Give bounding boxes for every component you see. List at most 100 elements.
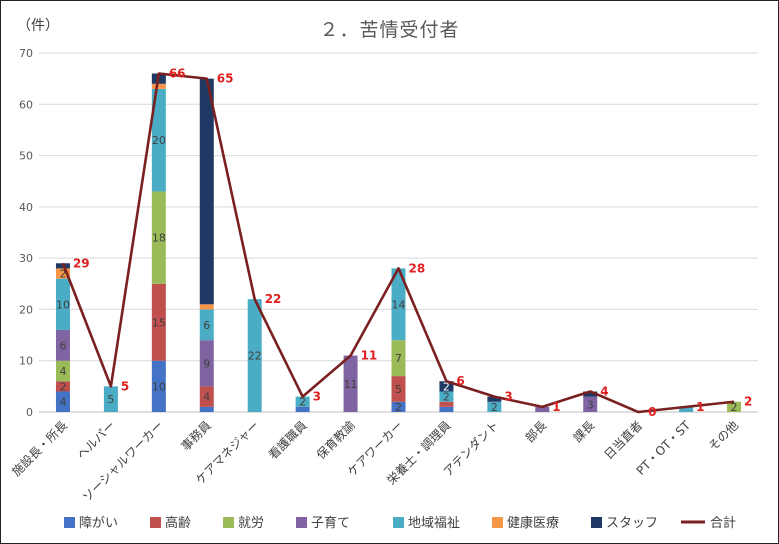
legend-swatch xyxy=(296,517,307,528)
segment-data-label: 2 xyxy=(59,380,66,393)
segment-data-label: 7 xyxy=(395,352,402,365)
bar-segment xyxy=(199,406,214,412)
total-data-label: 2 xyxy=(744,395,752,409)
x-category-label: その他 xyxy=(706,418,741,453)
legend-swatch xyxy=(393,517,404,528)
y-tick-label: 50 xyxy=(19,150,33,163)
legend-label: 健康医療 xyxy=(507,515,559,531)
y-tick-label: 60 xyxy=(19,98,33,111)
bar-segment xyxy=(151,88,166,192)
bar-segment xyxy=(343,355,358,412)
bar-segment xyxy=(679,406,694,412)
x-category-label: 保育教諭 xyxy=(313,418,358,463)
y-tick-label: 10 xyxy=(19,355,33,368)
bar-segment xyxy=(151,191,166,284)
bar-segment xyxy=(103,386,118,412)
bar-segment xyxy=(391,268,406,341)
x-category-label: 日当直者 xyxy=(601,418,645,462)
segment-data-label: 2 xyxy=(491,401,498,414)
segment-data-label: 14 xyxy=(392,298,406,311)
bar-segment xyxy=(199,340,214,387)
total-data-label: 1 xyxy=(552,400,560,414)
x-category-label: ソーシャルワーカー xyxy=(80,418,166,504)
segment-data-label: 6 xyxy=(59,339,66,352)
segment-data-label: 2 xyxy=(443,391,450,404)
bar-segment xyxy=(55,391,70,412)
y-tick-label: 20 xyxy=(19,303,33,316)
total-data-label: 66 xyxy=(169,67,186,81)
bar-segment xyxy=(199,304,214,310)
segment-data-label: 4 xyxy=(59,396,66,409)
bar-segment xyxy=(295,406,310,412)
bar-segment xyxy=(55,360,70,382)
segment-data-label: 11 xyxy=(344,378,358,391)
bar-segment xyxy=(487,401,502,412)
legend-swatch xyxy=(591,517,602,528)
bar-segment xyxy=(295,396,310,407)
segment-data-label: 20 xyxy=(152,134,166,147)
y-tick-label: 0 xyxy=(26,406,33,419)
bar-segment xyxy=(391,401,406,412)
segment-data-label: 9 xyxy=(203,357,210,370)
bar-segment xyxy=(583,396,598,412)
total-data-label: 29 xyxy=(73,256,90,270)
bar-segment xyxy=(55,268,70,279)
segment-data-label: 6 xyxy=(203,319,210,332)
legend-label: 子育て xyxy=(311,515,350,531)
total-data-label: 0 xyxy=(648,405,656,419)
segment-data-label: 2 xyxy=(59,268,66,281)
segment-data-label: 2 xyxy=(299,396,306,409)
segment-data-label: 3 xyxy=(587,398,594,411)
total-data-label: 1 xyxy=(696,400,704,414)
bar-segment xyxy=(439,381,454,392)
segment-data-label: 22 xyxy=(248,350,262,363)
bar-segment xyxy=(151,83,166,89)
x-category-label: 部長 xyxy=(522,418,550,446)
bar-segment xyxy=(151,360,166,412)
total-data-label: 6 xyxy=(456,374,464,388)
bar-segment xyxy=(439,406,454,412)
x-category-label: ヘルパー xyxy=(74,418,118,462)
x-category-label: 事務員 xyxy=(179,418,214,453)
segment-data-label: 2 xyxy=(395,401,402,414)
segment-data-label: 2 xyxy=(443,380,450,393)
segment-data-label: 4 xyxy=(203,391,210,404)
segment-data-label: 2 xyxy=(731,401,738,414)
total-data-label: 4 xyxy=(600,384,608,398)
total-data-label: 3 xyxy=(504,390,512,404)
bar-segment xyxy=(199,309,214,341)
bar-segment xyxy=(199,78,214,305)
legend-swatch xyxy=(492,517,503,528)
legend-swatch xyxy=(64,517,75,528)
bar-segment xyxy=(439,391,454,402)
bar-segment xyxy=(391,340,406,377)
bar-segment xyxy=(247,299,262,412)
bar-segment xyxy=(391,376,406,402)
x-category-label: 課長 xyxy=(570,418,598,446)
legend-swatch xyxy=(150,517,161,528)
legend-label: 障がい xyxy=(79,516,118,531)
total-data-label: 22 xyxy=(265,292,282,306)
bar-segment xyxy=(55,278,70,330)
bar-segment xyxy=(487,396,502,402)
y-tick-label: 70 xyxy=(19,47,33,60)
y-tick-label: 30 xyxy=(19,252,33,265)
bar-segment xyxy=(199,386,214,407)
x-category-label: 看護職員 xyxy=(265,418,310,463)
total-data-label: 65 xyxy=(217,72,234,86)
y-axis-unit-label: （件） xyxy=(17,18,59,34)
total-data-label: 5 xyxy=(121,379,129,393)
segment-data-label: 10 xyxy=(56,298,70,311)
bar-segment xyxy=(151,283,166,361)
chart-title: ２．苦情受付者 xyxy=(319,19,460,41)
segment-data-label: 15 xyxy=(152,316,166,329)
segment-data-label: 18 xyxy=(152,232,166,245)
bar-segment xyxy=(55,381,70,392)
total-data-label: 28 xyxy=(409,261,426,275)
legend-label: 地域福祉 xyxy=(408,516,460,531)
segment-data-label: 10 xyxy=(152,380,166,393)
bar-segment xyxy=(727,401,742,412)
bar-segment xyxy=(439,401,454,407)
